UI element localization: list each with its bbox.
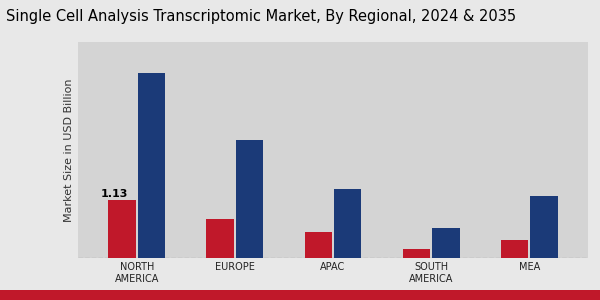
Legend: 2024, 2035: 2024, 2035 [440,0,582,1]
Y-axis label: Market Size in USD Billion: Market Size in USD Billion [64,78,74,222]
Bar [432,228,460,258]
Bar [206,219,234,258]
Bar [501,240,528,258]
Bar [138,73,165,258]
Bar [530,196,557,258]
Text: 1.13: 1.13 [101,189,128,199]
Bar [403,249,430,258]
Bar [236,140,263,258]
Bar [305,232,332,258]
Bar [334,189,361,258]
Bar [109,200,136,258]
Text: Single Cell Analysis Transcriptomic Market, By Regional, 2024 & 2035: Single Cell Analysis Transcriptomic Mark… [6,9,516,24]
